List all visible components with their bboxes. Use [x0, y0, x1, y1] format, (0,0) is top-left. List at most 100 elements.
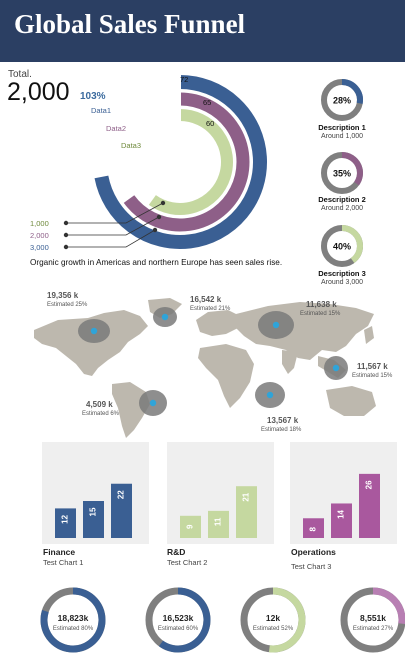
bottom-donut-4-value-arc [372, 587, 405, 625]
chart-title-operations: Operations [291, 547, 336, 557]
map-marker-value-5: 13,567 k [267, 416, 299, 425]
ring-arc-data2 [123, 92, 250, 232]
header-banner: Global Sales Funnel [0, 0, 405, 62]
ring-value-label-data2: 65 [203, 98, 212, 107]
bottom-donut-value-4: 8,551k [360, 613, 386, 623]
map-marker-dot-2 [161, 313, 169, 321]
callout-dot-ring-3 [152, 227, 158, 233]
map-marker-value-1: 19,356 k [47, 291, 79, 300]
description-donut-1-value-arc [341, 79, 363, 104]
bar-value-label-2-1: 9 [186, 524, 195, 529]
description-percent-2: 35% [333, 169, 351, 179]
description-donut-3-value-arc [341, 225, 363, 263]
bottom-donut-sub-1: Estimated 80% [53, 626, 94, 632]
description-donuts: 28% 35% 40% [321, 79, 363, 267]
page-title: Global Sales Funnel [14, 9, 246, 39]
callout-line-2 [66, 216, 160, 236]
bar-charts: 12 15 22 9 11 21 8 14 26 [42, 442, 397, 544]
description-percent-1: 28% [333, 96, 351, 106]
bottom-donuts: 18,823k Estimated 80% 16,523k Estimated 60%… [40, 587, 405, 653]
ring-series-label-data3: Data3 [121, 141, 142, 150]
callout-label-3: 3,000 [30, 243, 49, 252]
bottom-donut-sub-4: Estimated 27% [353, 626, 394, 632]
chart-subtitle-rnd: Test Chart 2 [167, 558, 208, 567]
map-marker-value-6: 4,509 k [86, 400, 113, 409]
map-marker-sub-2: Estimated 21% [190, 306, 231, 312]
ring-arc-data3 [148, 109, 233, 215]
bar-value-label-1-1: 12 [61, 514, 70, 523]
ring-series-label-data2: Data2 [106, 124, 127, 133]
bottom-donut-value-3: 12k [266, 613, 280, 623]
chart-title-finance: Finance [43, 547, 76, 557]
callout-dot-ring-1 [160, 200, 166, 206]
description-title-2: Description 2 [318, 195, 366, 204]
ring-series-label-data1: Data1 [91, 106, 112, 115]
bottom-donut-2-value-arc [158, 587, 211, 653]
chart-subtitle-finance: Test Chart 1 [43, 558, 84, 567]
bottom-donut-sub-2: Estimated 60% [158, 626, 199, 632]
map-marker-dot-3 [272, 321, 280, 329]
map-north-america [34, 310, 148, 376]
map-africa [198, 344, 254, 408]
callout-dot-left-2 [63, 232, 69, 238]
callout-dot-ring-2 [156, 214, 162, 220]
bottom-donut-3-value-arc [268, 587, 306, 653]
callout-line-3 [66, 229, 156, 248]
chart-title-rnd: R&D [167, 547, 186, 557]
world-map [34, 298, 376, 438]
description-donut-2-value-arc [341, 152, 363, 186]
callout-label-2: 2,000 [30, 231, 49, 240]
bar-1-1 [55, 508, 76, 538]
bar-1-3 [111, 483, 132, 538]
description-sub-3: Around 3,000 [320, 279, 364, 286]
bar-value-label-3-1: 8 [309, 526, 318, 531]
funnel-ring-chart [63, 67, 267, 250]
map-marker-dot-5 [266, 391, 274, 399]
map-marker-dot-4 [332, 364, 340, 372]
map-marker-dot-1 [90, 327, 98, 335]
ring-arc-data1 [94, 75, 267, 249]
chart-subtitle-operations: Test Chart 3 [291, 562, 332, 571]
map-marker-sub-1: Estimated 25% [47, 302, 88, 308]
bar-2-2 [208, 510, 229, 538]
map-europe [196, 310, 240, 336]
map-south-america [112, 382, 150, 438]
description-title-3: Description 3 [318, 269, 366, 278]
bar-value-label-2-3: 21 [242, 492, 251, 501]
bottom-donut-sub-3: Estimated 52% [253, 626, 294, 632]
callout-label-1: 1,000 [30, 219, 49, 228]
growth-note: Organic growth in Americas and northern … [30, 258, 283, 267]
callout-dot-left-3 [63, 244, 69, 250]
bottom-donut-1-value-arc [40, 587, 106, 653]
callout-dot-left-1 [63, 220, 69, 226]
ring-value-label-data1: 72 [180, 75, 189, 84]
map-marker-sub-3: Estimated 15% [300, 311, 341, 317]
map-marker-sub-4: Estimated 15% [352, 373, 393, 379]
bar-value-label-3-3: 26 [365, 480, 374, 489]
map-japan [364, 326, 374, 344]
map-marker-dot-6 [149, 399, 157, 407]
bar-2-1 [180, 515, 201, 538]
bottom-donut-value-2: 16,523k [163, 613, 194, 623]
description-title-1: Description 1 [318, 123, 366, 132]
description-percent-3: 40% [333, 242, 351, 252]
bar-value-label-1-3: 22 [117, 490, 126, 499]
bar-1-2 [83, 501, 104, 538]
map-australia [326, 386, 376, 416]
bar-3-1 [303, 518, 324, 538]
ring-value-label-data3: 60 [206, 119, 215, 128]
description-sub-2: Around 2,000 [320, 205, 364, 212]
total-label: Total. [8, 69, 32, 80]
map-marker-value-2: 16,542 k [190, 295, 222, 304]
map-marker-value-4: 11,567 k [357, 362, 388, 371]
bar-value-label-3-2: 14 [337, 509, 346, 518]
bar-3-2 [331, 503, 352, 538]
bar-value-label-2-2: 11 [214, 517, 223, 526]
bar-3-3 [359, 473, 380, 538]
map-india [282, 350, 298, 374]
total-percent: 103% [80, 91, 106, 102]
map-marker-sub-5: Estimated 18% [261, 427, 302, 433]
bar-value-label-1-2: 15 [89, 507, 98, 516]
description-sub-1: Around 1,000 [320, 133, 364, 140]
bar-2-3 [236, 486, 257, 538]
